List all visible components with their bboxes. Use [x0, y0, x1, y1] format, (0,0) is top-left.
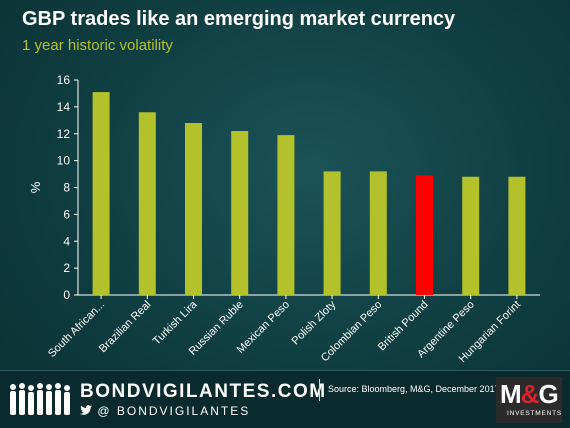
chart-subtitle: 1 year historic volatility — [22, 37, 173, 54]
bar-1 — [138, 112, 156, 295]
y-tick-label: 2 — [63, 261, 70, 275]
twitter-handle: @ BONDVIGILANTES — [97, 404, 251, 418]
x-tick-label: South African... — [46, 299, 107, 360]
bar-9 — [508, 176, 526, 295]
bar-2 — [185, 123, 202, 295]
bar-6 — [369, 171, 387, 295]
bar-8 — [462, 176, 480, 295]
x-tick-label: Polish Zloty — [290, 298, 339, 347]
y-tick-label: 4 — [63, 234, 70, 248]
chart-title: GBP trades like an emerging market curre… — [22, 8, 456, 30]
logo-subtext: INVESTMENTS — [507, 410, 563, 417]
y-axis-label: % — [28, 181, 43, 193]
brand-name: BONDVIGILANTES.COM — [80, 381, 327, 402]
bar-4 — [277, 135, 295, 295]
bar-0 — [92, 92, 110, 295]
y-tick-label: 0 — [63, 288, 70, 302]
bar-5 — [323, 171, 341, 295]
y-tick-label: 10 — [57, 154, 71, 168]
y-tick-label: 6 — [63, 207, 70, 221]
x-tick-label: Turkish Lira — [151, 298, 200, 347]
people-silhouette-icon — [10, 383, 70, 415]
y-tick-label: 14 — [57, 100, 71, 114]
twitter-handle-line: @ BONDVIGILANTES — [80, 404, 250, 418]
y-tick-label: 16 — [57, 73, 71, 87]
twitter-bird-icon — [80, 405, 92, 415]
source-note: Source: Bloomberg, M&G, December 2017. — [328, 384, 503, 394]
y-tick-label: 8 — [63, 181, 70, 195]
bar-7 — [416, 175, 433, 295]
footer-bar: BONDVIGILANTES.COM @ BONDVIGILANTES Sour… — [0, 370, 570, 428]
y-tick-label: 12 — [57, 127, 71, 141]
logo-mark: M&G — [500, 379, 559, 409]
bar-3 — [231, 131, 249, 295]
footer-separator — [319, 379, 320, 401]
mg-investments-logo: M&G INVESTMENTS — [496, 377, 562, 423]
